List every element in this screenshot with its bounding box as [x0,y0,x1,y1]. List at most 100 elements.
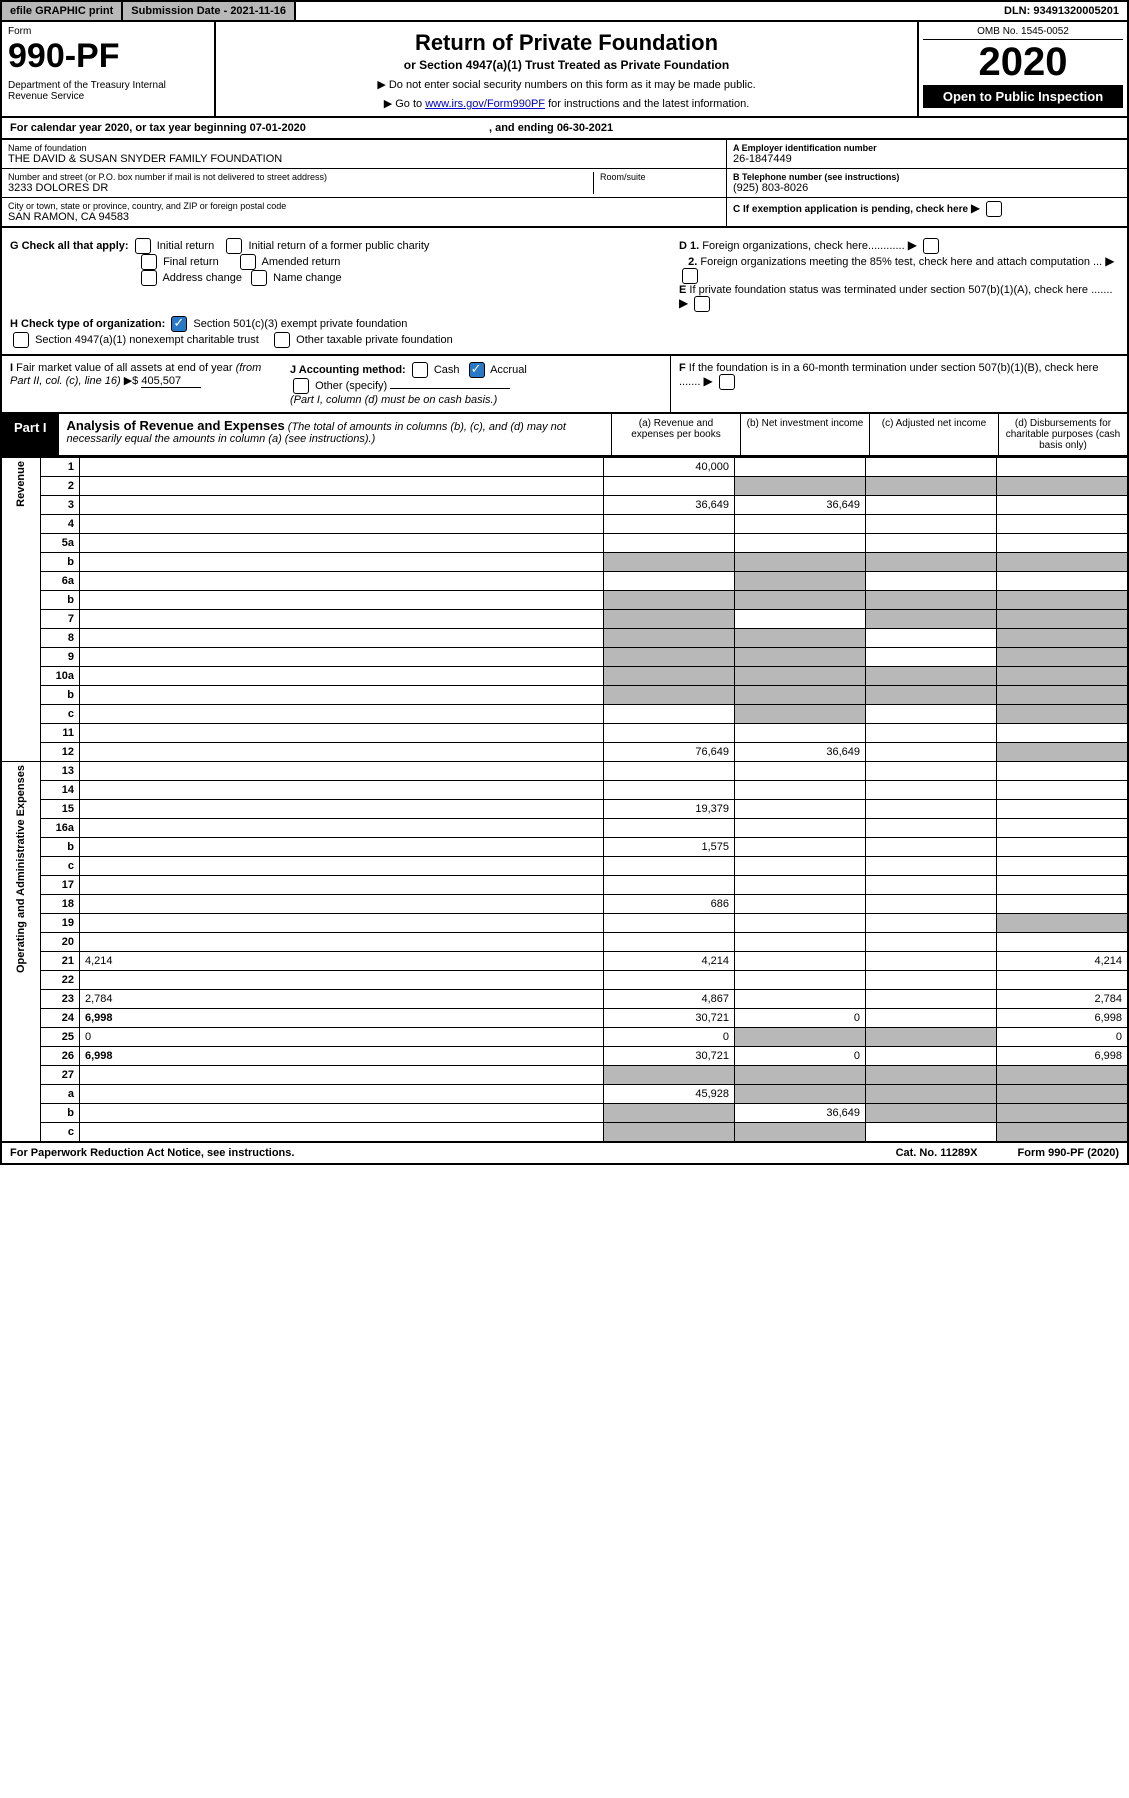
cell-a [604,667,735,686]
cell-b: 36,649 [735,1104,866,1123]
identity-grid: Name of foundation THE DAVID & SUSAN SNY… [0,140,1129,228]
line-description [80,477,604,496]
line-number: 20 [41,933,80,952]
street-address: 3233 DOLORES DR [8,182,593,194]
cell-a [604,857,735,876]
cell-d: 6,998 [997,1009,1129,1028]
d1-label: Foreign organizations, check here.......… [702,240,904,252]
cell-b [735,629,866,648]
exemption-checkbox[interactable] [986,201,1002,217]
cell-d [997,591,1129,610]
name-change-checkbox[interactable] [251,270,267,286]
cash-checkbox[interactable] [412,362,428,378]
line-number: 7 [41,610,80,629]
cell-c [866,705,997,724]
line-description [80,591,604,610]
cell-a [604,1066,735,1085]
cell-d [997,1085,1129,1104]
cell-c [866,743,997,762]
cell-c [866,857,997,876]
cell-d: 0 [997,1028,1129,1047]
amended-checkbox[interactable] [240,254,256,270]
cell-a [604,762,735,781]
cell-c [866,610,997,629]
other-method-checkbox[interactable] [293,378,309,394]
cell-b [735,534,866,553]
line-number: a [41,1085,80,1104]
cell-c [866,477,997,496]
name-label: Name of foundation [8,143,720,153]
d2-checkbox[interactable] [682,268,698,284]
cell-d: 2,784 [997,990,1129,1009]
line-description [80,686,604,705]
cell-c [866,515,997,534]
line-description: 0 [80,1028,604,1047]
line-description [80,648,604,667]
cell-a: 0 [604,1028,735,1047]
col-c-header: (c) Adjusted net income [869,414,998,455]
d1-checkbox[interactable] [923,238,939,254]
table-row: 22 [1,971,1128,990]
table-row: Operating and Administrative Expenses13 [1,762,1128,781]
cell-c [866,762,997,781]
initial-return-checkbox[interactable] [135,238,151,254]
final-return-checkbox[interactable] [141,254,157,270]
cell-b [735,971,866,990]
initial-former-checkbox[interactable] [226,238,242,254]
line-description [80,876,604,895]
i-j-f-row: I Fair market value of all assets at end… [0,356,1129,414]
cell-a [604,591,735,610]
table-row: c [1,1123,1128,1143]
table-row: b [1,591,1128,610]
cell-a [604,648,735,667]
address-change-checkbox[interactable] [141,270,157,286]
line-description [80,458,604,477]
col-a-header: (a) Revenue and expenses per books [611,414,740,455]
cell-a: 1,575 [604,838,735,857]
accrual-checkbox[interactable] [469,362,485,378]
col-b-header: (b) Net investment income [740,414,869,455]
line-number: b [41,838,80,857]
e-checkbox[interactable] [694,296,710,312]
line-number: 1 [41,458,80,477]
line-description [80,933,604,952]
line-description [80,629,604,648]
cell-c [866,686,997,705]
cell-d [997,667,1129,686]
ein-value: 26-1847449 [733,153,1121,165]
table-row: c [1,705,1128,724]
cell-c [866,933,997,952]
f-checkbox[interactable] [719,374,735,390]
line-description [80,610,604,629]
501c3-checkbox[interactable] [171,316,187,332]
cell-a: 4,867 [604,990,735,1009]
part1-table: Revenue140,0002336,64936,64945ab6ab78910… [0,457,1129,1143]
cell-c [866,952,997,971]
table-row: b [1,686,1128,705]
4947a1-checkbox[interactable] [13,332,29,348]
line-description [80,838,604,857]
line-description [80,515,604,534]
cell-a [604,610,735,629]
line-description: 6,998 [80,1047,604,1066]
table-row: 25000 [1,1028,1128,1047]
other-taxable-checkbox[interactable] [274,332,290,348]
table-row: 5a [1,534,1128,553]
table-row: Revenue140,000 [1,458,1128,477]
line-number: b [41,591,80,610]
cell-c [866,1009,997,1028]
cell-a [604,819,735,838]
revenue-sidelabel: Revenue [1,458,41,762]
efile-print-button[interactable]: efile GRAPHIC print [2,2,123,20]
table-row: 1276,64936,649 [1,743,1128,762]
irs-link[interactable]: www.irs.gov/Form990PF [425,98,545,110]
line-number: 21 [41,952,80,971]
cell-b [735,933,866,952]
cell-d [997,1066,1129,1085]
cell-d [997,534,1129,553]
calendar-year-row: For calendar year 2020, or tax year begi… [0,118,1129,140]
line-number: 24 [41,1009,80,1028]
line-description [80,534,604,553]
cell-b [735,610,866,629]
table-row: 2 [1,477,1128,496]
